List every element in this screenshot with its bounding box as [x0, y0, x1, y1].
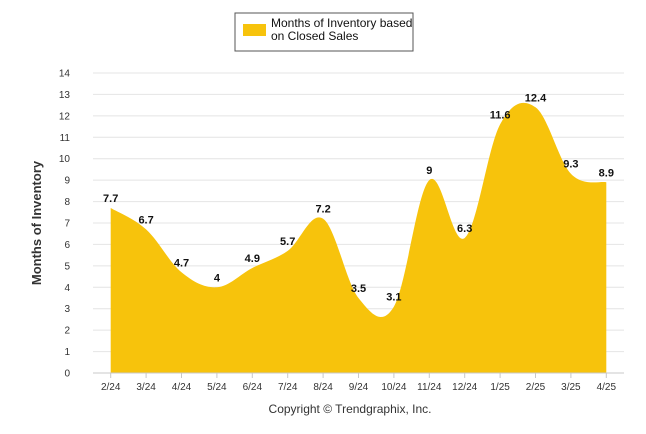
- data-label: 7.7: [103, 193, 118, 205]
- x-tick-label: 2/24: [101, 382, 121, 393]
- x-tick-label: 3/25: [561, 382, 581, 393]
- x-tick-label: 12/24: [452, 382, 477, 393]
- copyright-credit: Copyright © Trendgraphix, Inc.: [269, 402, 432, 416]
- legend: Months of Inventory based on Closed Sales: [234, 12, 414, 52]
- data-label: 3.1: [386, 292, 401, 304]
- x-tick-label: 4/24: [172, 382, 192, 393]
- x-axis-ticks: 2/24 3/24 4/24 5/24 6/24 7/24 8/24 9/24 10/24 11/…: [101, 373, 617, 393]
- data-label: 6.7: [138, 214, 153, 226]
- data-label: 7.2: [315, 204, 330, 216]
- gridlines: [93, 72, 624, 353]
- legend-swatch: [243, 24, 266, 36]
- legend-label-line-2: on Closed Sales: [271, 29, 358, 43]
- x-tick-label: 3/24: [136, 382, 156, 393]
- y-tick-label: 3: [64, 304, 70, 315]
- y-tick-label: 13: [59, 90, 71, 101]
- y-tick-label: 12: [59, 111, 71, 122]
- data-label: 4.9: [245, 253, 260, 265]
- x-tick-label: 8/24: [313, 382, 333, 393]
- data-label: 5.7: [280, 236, 295, 248]
- x-tick-label: 11/24: [417, 382, 442, 393]
- data-label: 11.6: [490, 109, 511, 121]
- y-tick-label: 7: [64, 219, 70, 230]
- data-labels: 7.7 6.7 4.7 4 4.9 5.7 7.2 3.5 3.1 9 6.3 11.6 12.4 9.3…: [103, 92, 614, 303]
- x-tick-label: 9/24: [349, 382, 369, 393]
- data-label: 8.9: [599, 167, 614, 179]
- y-tick-label: 11: [60, 133, 71, 144]
- x-tick-label: 5/24: [207, 382, 227, 393]
- y-tick-label: 4: [64, 283, 70, 294]
- y-tick-label: 1: [64, 347, 70, 358]
- legend-label: Months of Inventory based on Closed Sales: [271, 16, 412, 43]
- x-tick-label: 6/24: [243, 382, 263, 393]
- y-tick-label: 2: [64, 326, 70, 337]
- y-tick-label: 10: [59, 154, 71, 165]
- y-tick-label: 6: [64, 240, 70, 251]
- data-label: 9: [426, 165, 432, 177]
- y-axis-label: Months of Inventory: [29, 160, 44, 285]
- data-label: 9.3: [563, 159, 578, 171]
- y-tick-label: 9: [64, 176, 70, 187]
- data-label: 3.5: [351, 283, 366, 295]
- x-tick-label: 7/24: [278, 382, 298, 393]
- y-tick-label: 14: [59, 69, 71, 80]
- y-tick-label: 5: [64, 261, 70, 272]
- data-label: 4: [214, 272, 221, 284]
- x-tick-label: 2/25: [526, 382, 546, 393]
- series-area: [110, 102, 607, 374]
- data-label: 6.3: [457, 223, 472, 235]
- x-tick-label: 10/24: [381, 382, 406, 393]
- x-tick-label: 4/25: [597, 382, 617, 393]
- data-label: 12.4: [525, 92, 547, 104]
- legend-label-line-1: Months of Inventory based: [271, 16, 412, 30]
- y-tick-label: 8: [64, 197, 70, 208]
- data-label: 4.7: [174, 257, 189, 269]
- x-tick-label: 1/25: [490, 382, 510, 393]
- y-tick-label: 0: [64, 369, 70, 380]
